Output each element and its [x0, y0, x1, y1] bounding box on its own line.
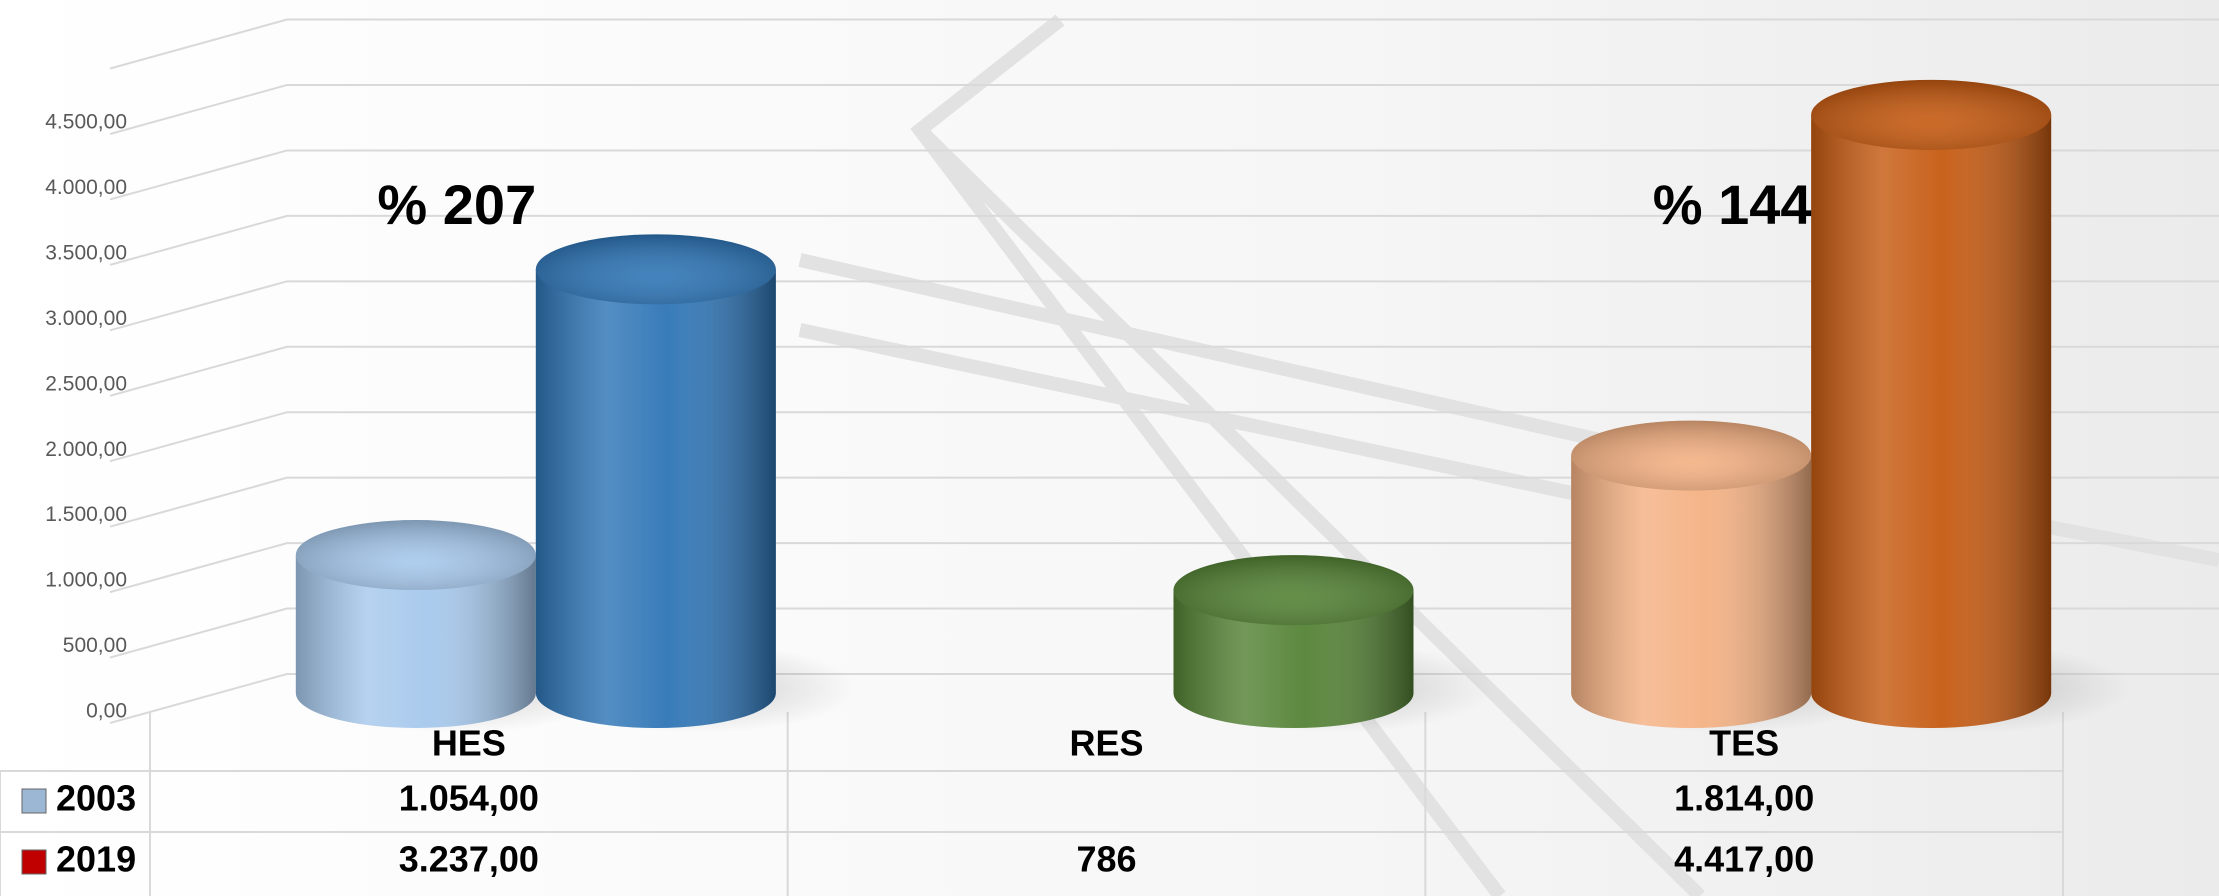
y-tick-label: 0,00 — [86, 700, 127, 723]
legend-label: 2019 — [56, 839, 136, 880]
annotation: % 144 — [1653, 173, 1812, 236]
annotation: % 207 — [377, 173, 536, 236]
legend-icon — [22, 850, 46, 874]
y-tick-label: 1.000,00 — [45, 569, 127, 592]
top-shading — [1811, 80, 2051, 150]
value-label: 1.054,00 — [399, 778, 539, 819]
y-tick-label: 3.000,00 — [45, 307, 127, 330]
y-tick-label: 1.500,00 — [45, 503, 127, 526]
y-tick-label: 2.000,00 — [45, 438, 127, 461]
legend-icon — [22, 789, 46, 813]
top-shading — [1174, 555, 1414, 625]
value-label: 1.814,00 — [1674, 778, 1814, 819]
top-shading — [536, 234, 776, 304]
value-label: 3.237,00 — [399, 839, 539, 880]
y-tick-label: 2.500,00 — [45, 372, 127, 395]
value-label: 786 — [1076, 839, 1136, 880]
top-shading — [1571, 421, 1811, 491]
x-tick-label: RES — [1069, 723, 1143, 764]
value-label: 4.417,00 — [1674, 839, 1814, 880]
shading — [536, 269, 776, 728]
y-tick-label: 4.500,00 — [45, 111, 127, 134]
y-tick-label: 3.500,00 — [45, 241, 127, 264]
shading — [1571, 456, 1811, 728]
y-tick-label: 4.000,00 — [45, 176, 127, 199]
top-shading — [296, 520, 536, 590]
chart: 0,00 500,00 1.000,00 1.500,00 2.000,00 2.500,… — [0, 0, 2219, 896]
shading — [1811, 115, 2051, 728]
y-tick-label: 500,00 — [63, 634, 127, 657]
legend-label: 2003 — [56, 778, 136, 819]
